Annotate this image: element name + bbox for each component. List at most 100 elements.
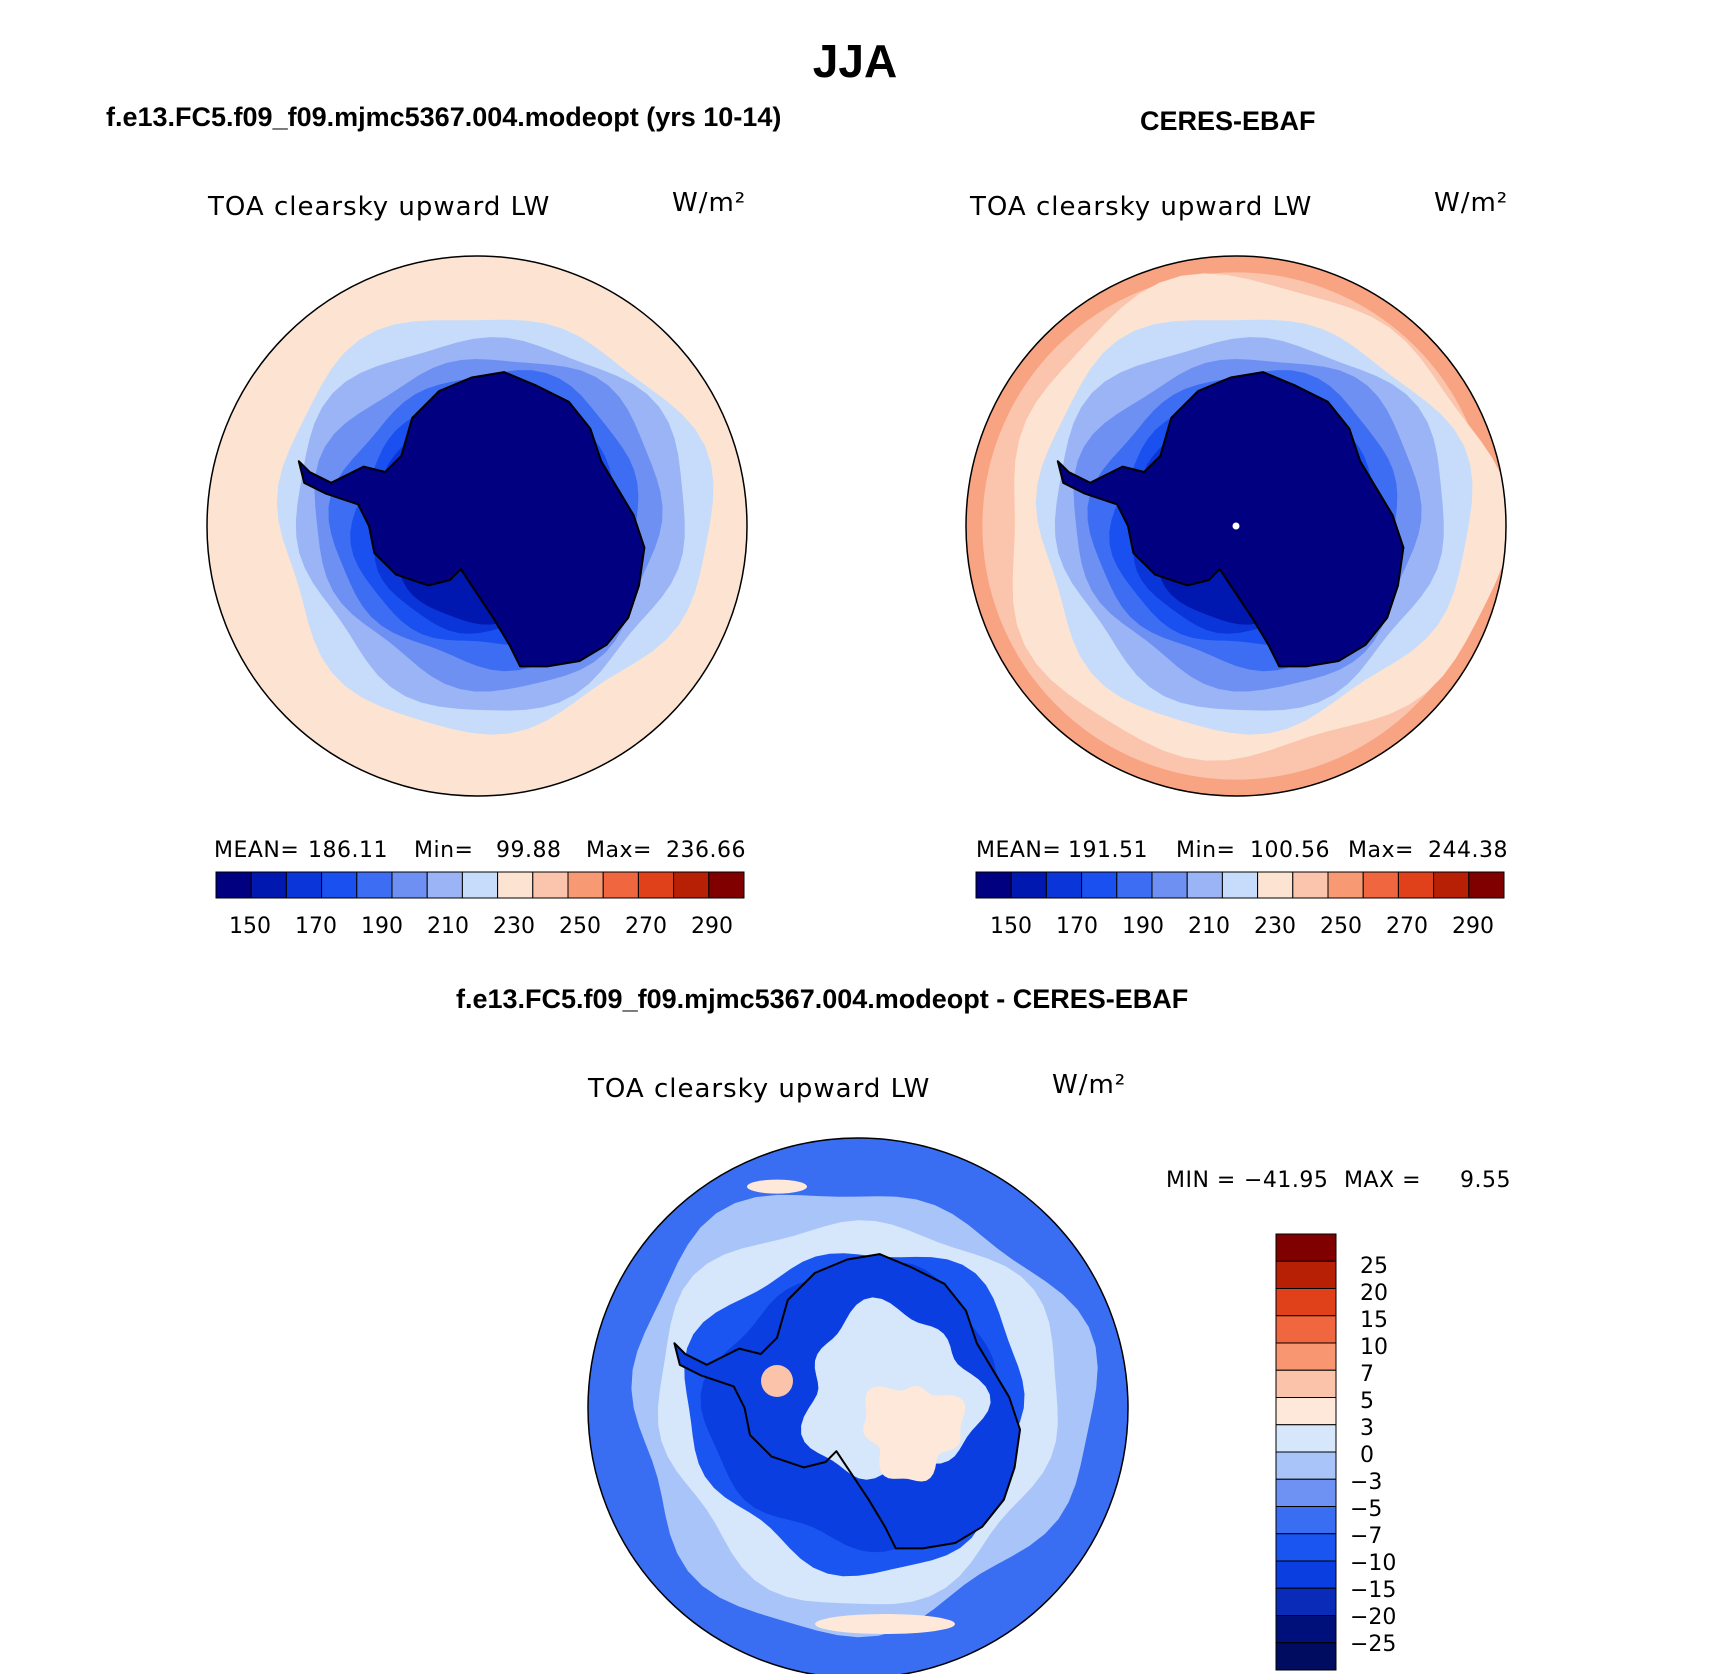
panel-1-title: f.e13.FC5.f09_f09.mjmc5367.004.modeopt (… [106, 102, 782, 132]
panel-2-max-label: Max= [1348, 838, 1414, 863]
panel-2-mean: 191.51 [1068, 838, 1148, 863]
colorbar-box [1257, 871, 1294, 899]
colorbar-box [1468, 871, 1505, 899]
panel-1-max: 236.66 [666, 838, 746, 863]
model-map [207, 256, 747, 796]
colorbar-box [673, 871, 710, 899]
panel-1-units: W/m² [672, 188, 747, 218]
colorbar-tick: 210 [427, 914, 469, 939]
colorbar-tick: −25 [1350, 1632, 1397, 1657]
colorbar-box [567, 871, 604, 899]
colorbar-tick: 290 [1452, 914, 1494, 939]
panel-1-mean: 186.11 [308, 838, 388, 863]
diff-var-label: TOA clearsky upward LW [588, 1074, 931, 1104]
colorbar-box [1186, 871, 1223, 899]
colorbar-box [321, 871, 358, 899]
colorbar-box [1275, 1615, 1337, 1644]
colorbar-tick: 150 [229, 914, 271, 939]
colorbar-box [975, 871, 1012, 899]
colorbar-box [1116, 871, 1153, 899]
colorbar-box [708, 871, 745, 899]
colorbar-tick: −20 [1350, 1605, 1397, 1630]
warm-anomaly [747, 1179, 807, 1194]
model-map-border [206, 255, 748, 797]
coastline [1056, 371, 1405, 668]
antarctic-interior [1057, 372, 1404, 667]
diff-panel-title: f.e13.FC5.f09_f09.mjmc5367.004.modeopt -… [456, 984, 1189, 1014]
colorbar-box [1275, 1288, 1337, 1317]
colorbar-box [1151, 871, 1188, 899]
diff-max-label: MAX = [1344, 1168, 1422, 1193]
obs-map-border [965, 255, 1507, 797]
panel-2-var-label: TOA clearsky upward LW [970, 192, 1313, 222]
colorbar-tick: 15 [1360, 1308, 1388, 1333]
colorbar-tick: 7 [1360, 1362, 1374, 1387]
colorbar-tick: 3 [1360, 1416, 1374, 1441]
diff-units: W/m² [1052, 1070, 1127, 1100]
colorbar-box [215, 871, 252, 899]
colorbar-box [1433, 871, 1470, 899]
difference-map-border [587, 1137, 1129, 1674]
colorbar-box [1081, 871, 1118, 899]
colorbar-tick: 250 [559, 914, 601, 939]
south-pole-marker [1232, 522, 1240, 530]
colorbar-tick: 230 [493, 914, 535, 939]
colorbar-box [285, 871, 323, 899]
panel-1-mean-label: MEAN= [214, 838, 300, 863]
colorbar-box [1275, 1369, 1337, 1398]
colorbar-tick: 210 [1188, 914, 1230, 939]
colorbar-box [497, 871, 534, 899]
difference-map [588, 1138, 1128, 1674]
colorbar-box [1275, 1587, 1337, 1616]
colorbar-box [461, 871, 499, 899]
obs-map [966, 256, 1506, 796]
colorbar-tick: 10 [1360, 1335, 1388, 1360]
colorbar-box [1275, 1560, 1337, 1589]
colorbar-box [1327, 871, 1364, 899]
colorbar-box [1275, 1451, 1337, 1480]
coastline [297, 371, 646, 668]
colorbar-box [250, 871, 287, 899]
panel-1-max-label: Max= [586, 838, 652, 863]
colorbar-box [1221, 871, 1259, 899]
colorbar-box [532, 871, 569, 899]
colorbar-tick: 250 [1320, 914, 1362, 939]
colorbar-tick: 150 [990, 914, 1032, 939]
panel-2-min: 100.56 [1250, 838, 1330, 863]
colorbar-tick: 270 [625, 914, 667, 939]
antarctica-coastlines [297, 371, 1405, 1550]
diff-min-label: MIN = [1166, 1168, 1236, 1193]
colorbar-tick: 170 [295, 914, 337, 939]
colorbar-box [1275, 1233, 1337, 1262]
colorbar-tick: 170 [1056, 914, 1098, 939]
warm-anomaly [815, 1614, 955, 1634]
colorbar-tick: −5 [1350, 1497, 1383, 1522]
colorbar-tick: 20 [1360, 1281, 1388, 1306]
colorbar-tick: −15 [1350, 1578, 1397, 1603]
colorbar-box [1275, 1478, 1337, 1507]
panel-2-max: 244.38 [1428, 838, 1508, 863]
warm-anomaly [761, 1365, 793, 1397]
colorbar-box [356, 871, 393, 899]
colorbar-box [1045, 871, 1083, 899]
antarctic-interior [298, 372, 645, 667]
colorbar-box [1275, 1397, 1337, 1426]
colorbar-box [1397, 871, 1435, 899]
colorbar-tick: 25 [1360, 1254, 1388, 1279]
diff-min: −41.95 [1244, 1168, 1329, 1193]
colorbar-tick: 0 [1360, 1443, 1374, 1468]
panel-2-units: W/m² [1434, 188, 1509, 218]
colorbar-box [1275, 1533, 1337, 1562]
diff-max: 9.55 [1460, 1168, 1511, 1193]
colorbar-tick: −10 [1350, 1551, 1397, 1576]
colorbar-box [1292, 871, 1329, 899]
colorbar-box [1275, 1260, 1337, 1289]
colorbar-box [1275, 1642, 1337, 1671]
colorbar-box [1275, 1506, 1337, 1535]
colorbar-box [637, 871, 675, 899]
colorbar-tick: −7 [1350, 1524, 1383, 1549]
colorbar-box [391, 871, 428, 899]
colorbar-box [602, 871, 639, 899]
colorbar-tick: 270 [1386, 914, 1428, 939]
